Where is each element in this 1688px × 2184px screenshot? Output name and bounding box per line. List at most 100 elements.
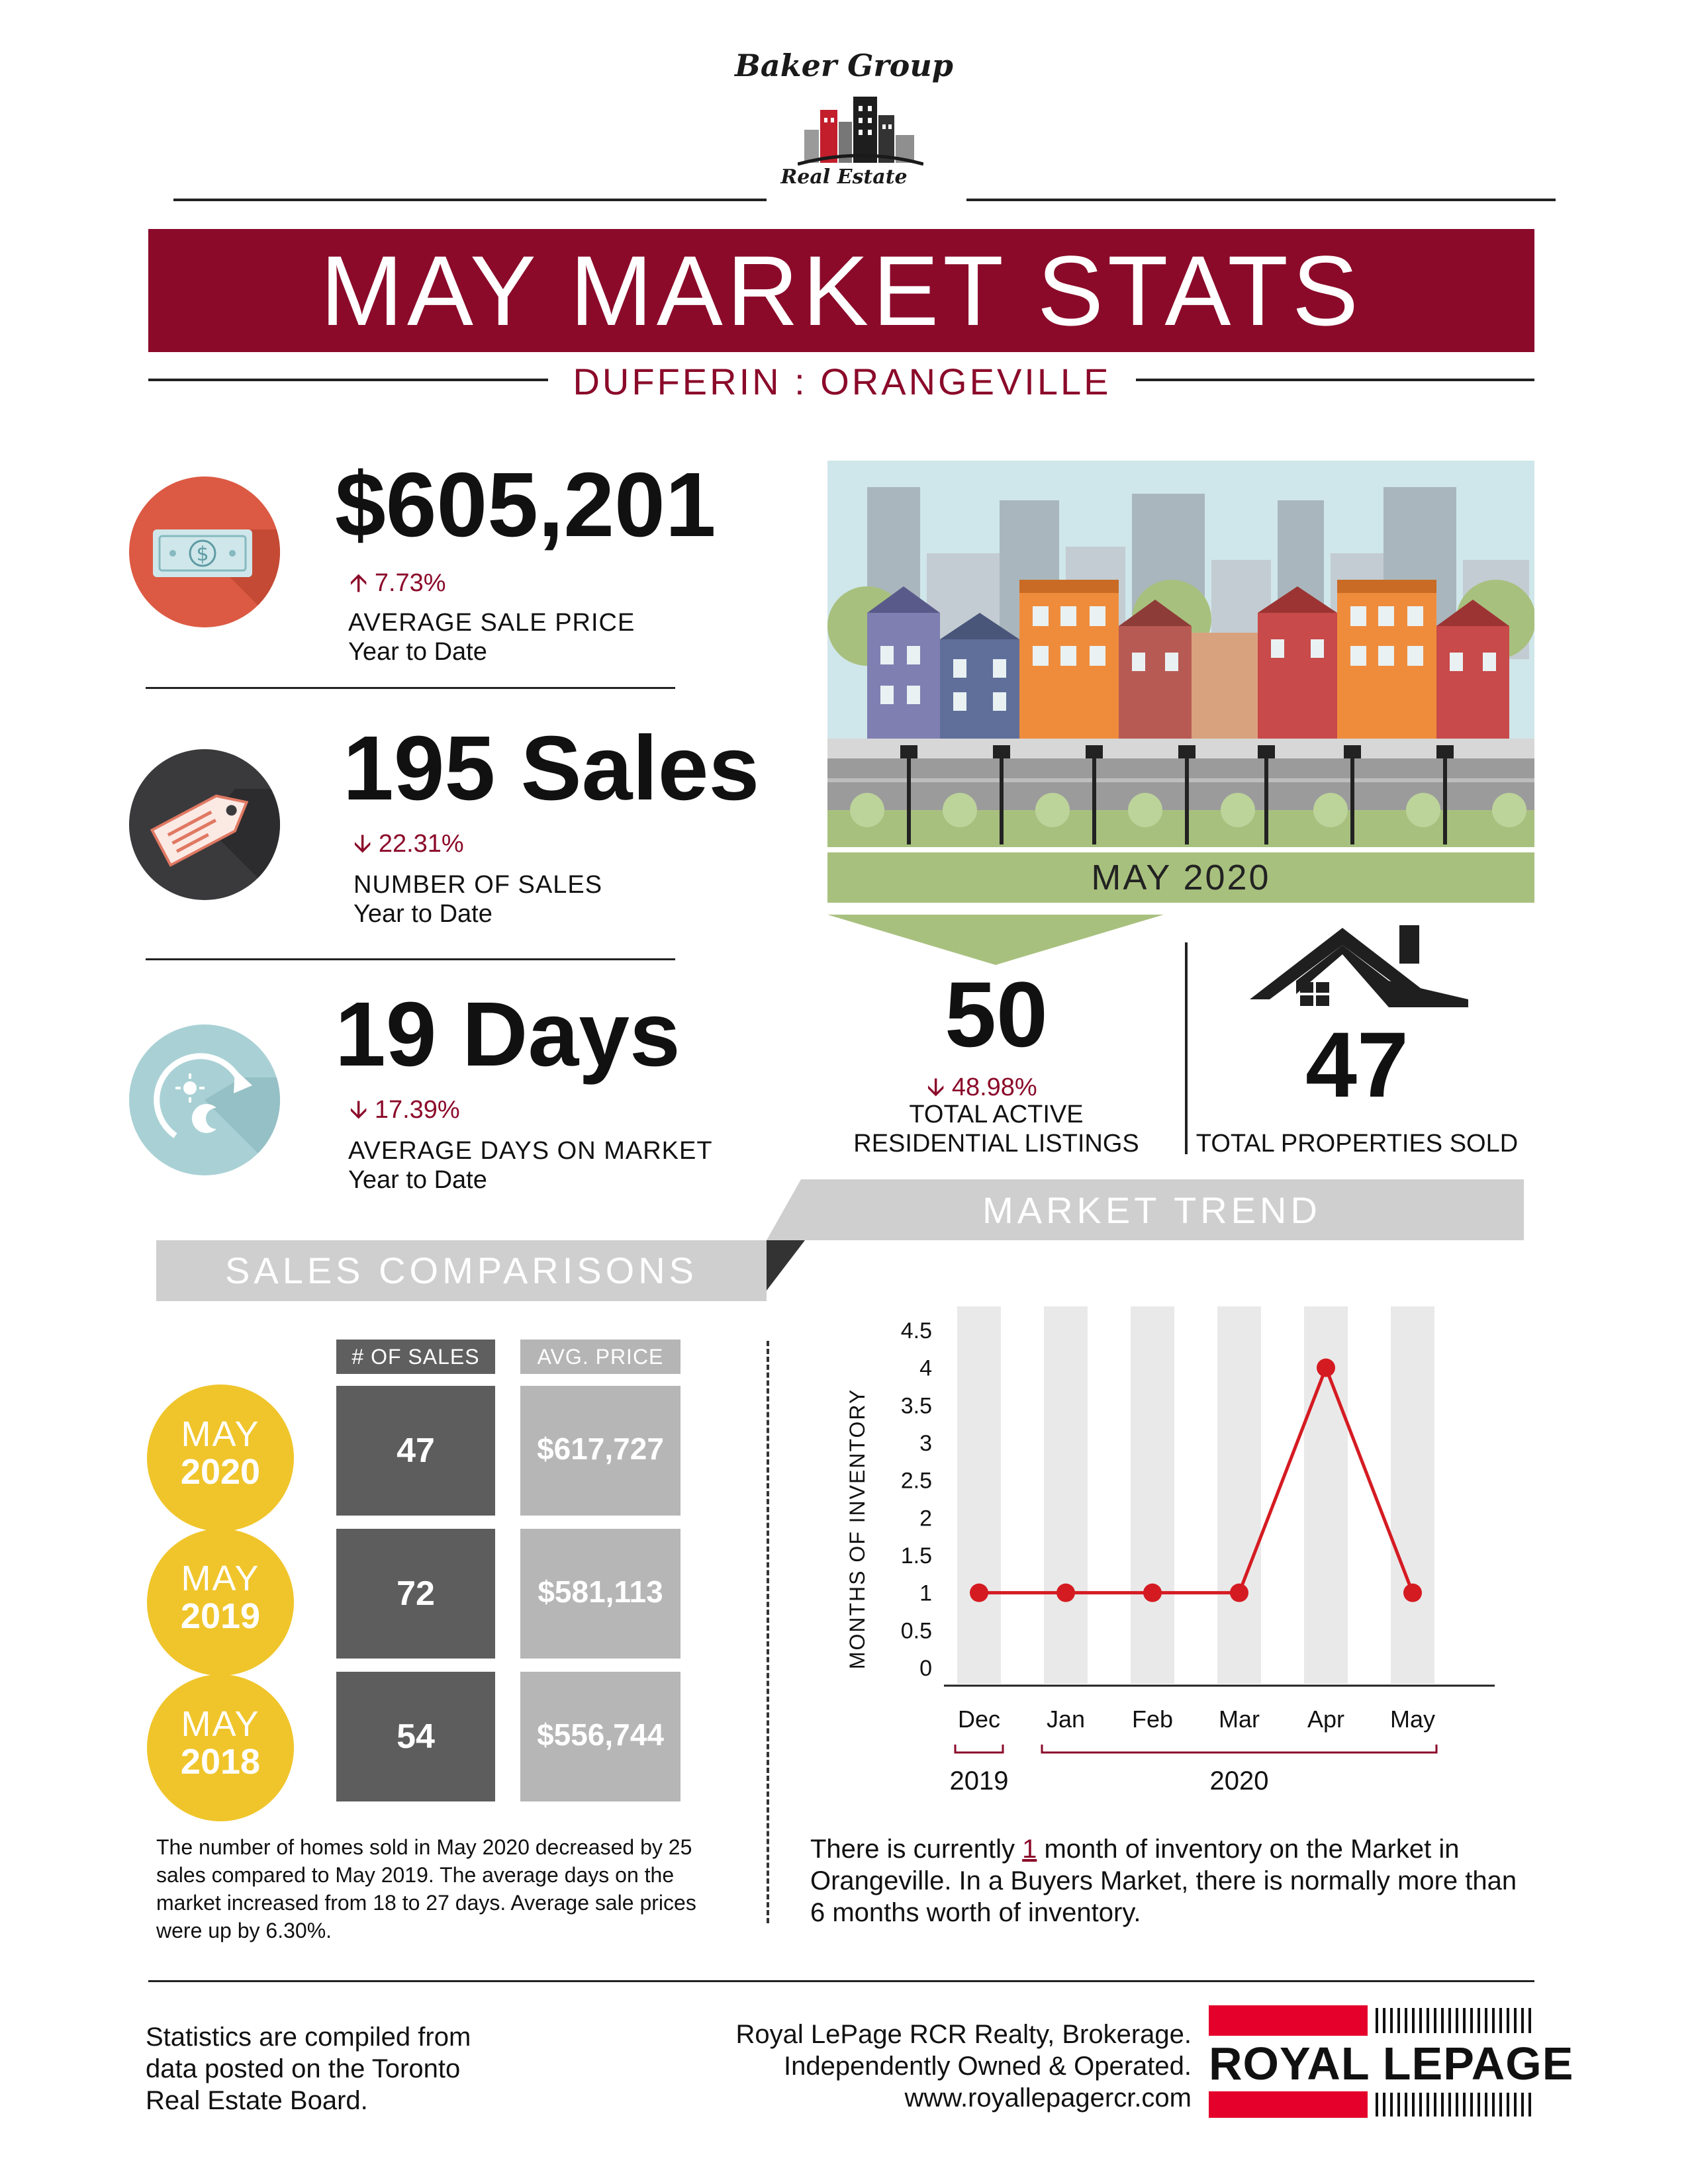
stat-divider-2 [146, 958, 675, 960]
data-point-mar [1230, 1583, 1248, 1602]
subtitle-rule-right [1136, 379, 1534, 381]
month-column-jan [1044, 1306, 1088, 1684]
section-dashed-divider [767, 1341, 769, 1923]
avg-sale-price-change: 🡩 7.73% [350, 569, 446, 597]
subtitle-rule-left [148, 379, 548, 381]
avg-price-2019: $581,113 [520, 1529, 680, 1659]
city-skyline-logo-icon [798, 97, 923, 166]
year-group-label: 2020 [1210, 1766, 1269, 1796]
y-tick-label: 3.5 [901, 1393, 932, 1418]
market-trend-chart: 00.511.522.533.544.5 Dec Jan Feb Mar Apr May … [845, 1306, 1495, 1796]
sales-count-2019: 72 [336, 1529, 495, 1659]
market-trend-title: MARKET TREND [982, 1189, 1321, 1231]
logo-barcode-top [1376, 2008, 1534, 2033]
royal-lepage-logo: ROYAL LEPAGE [1209, 2005, 1573, 2118]
year-bracket [954, 1745, 1004, 1754]
active-listings-value: 50 [945, 962, 1048, 1066]
number-of-sales-value: 195 Sales [343, 717, 760, 819]
arrow-up-icon: 🡩 [350, 569, 375, 597]
inventory-note: There is currently 1 month of inventory … [810, 1835, 1517, 1927]
brand-name: Baker Group [735, 48, 953, 83]
footer-rule [148, 1980, 1534, 1982]
col-head-price: AVG. PRICE [520, 1340, 680, 1374]
x-tick-label: Dec [958, 1706, 1000, 1733]
footer-source-note: Statistics are compiled from data posted… [146, 2023, 471, 2115]
avg-sale-price-value: $605,201 [335, 454, 716, 556]
days-on-market-change: 🡫 17.39% [350, 1096, 460, 1124]
footer-brokerage-info: Royal LePage RCR Realty, Brokerage. Inde… [662, 2019, 1192, 2114]
kpi-divider [1185, 942, 1188, 1154]
house-icon [1250, 925, 1468, 1007]
properties-sold-value: 47 [1305, 1013, 1409, 1116]
avg-sale-price-sublabel: Year to Date [348, 638, 487, 666]
data-point-jan [1056, 1583, 1075, 1602]
x-tick-label: Jan [1047, 1706, 1085, 1733]
green-chevron [827, 915, 1164, 965]
y-tick-label: 1 [919, 1581, 932, 1606]
page-subtitle: DUFFERIN : ORANGEVILLE [573, 361, 1111, 402]
year-badge-2018: MAY 2018 [147, 1674, 294, 1821]
y-tick-label: 4 [919, 1356, 932, 1381]
header-rule-left [173, 199, 767, 201]
logo-wordmark: ROYAL LEPAGE [1209, 2038, 1574, 2089]
year-group-label: 2019 [950, 1766, 1009, 1796]
stat-divider-1 [146, 687, 675, 689]
sales-comparison-note: The number of homes sold in May 2020 dec… [156, 1835, 696, 1942]
number-of-sales-change: 🡫 22.31% [353, 830, 464, 858]
money-bill-icon: $ [129, 477, 280, 627]
y-axis-label: MONTHS OF INVENTORY [845, 1388, 869, 1669]
avg-sale-price-label: AVERAGE SALE PRICE [348, 609, 635, 637]
arrow-down-icon: 🡫 [927, 1073, 952, 1101]
year-badge-2020: MAY 2020 [147, 1385, 294, 1531]
x-tick-label: Feb [1132, 1706, 1173, 1733]
month-band: MAY 2020 [827, 852, 1534, 903]
y-tick-label: 3 [919, 1431, 932, 1456]
data-point-apr [1317, 1358, 1335, 1377]
y-tick-label: 2 [919, 1506, 932, 1531]
brand-tagline: Real Estate [780, 165, 908, 189]
month-column-dec [957, 1306, 1001, 1684]
avg-price-2020: $617,727 [520, 1386, 680, 1516]
number-of-sales-sublabel: Year to Date [353, 900, 492, 928]
arrow-down-icon: 🡫 [350, 1096, 375, 1124]
col-head-sales: # OF SALES [336, 1340, 495, 1374]
number-of-sales-label: NUMBER OF SALES [353, 871, 603, 899]
logo-barcode-bottom [1376, 2093, 1534, 2116]
sales-count-2020: 47 [336, 1386, 495, 1516]
active-listings-change: 🡫 48.98% [927, 1073, 1037, 1101]
y-tick-label: 1.5 [901, 1543, 932, 1569]
month-column-feb [1131, 1306, 1174, 1684]
x-tick-label: Mar [1219, 1706, 1260, 1733]
market-trend-band [767, 1179, 1524, 1291]
y-tick-label: 0 [919, 1656, 932, 1681]
month-column-may [1391, 1306, 1434, 1684]
page-title: MAY MARKET STATS [148, 229, 1534, 352]
logo-red-bar-bottom [1209, 2091, 1368, 2118]
days-on-market-label: AVERAGE DAYS ON MARKET [348, 1137, 713, 1165]
x-tick-label: Apr [1307, 1706, 1344, 1733]
inventory-note-value: 1 [1022, 1835, 1037, 1864]
y-tick-label: 4.5 [901, 1318, 932, 1343]
data-point-dec [970, 1583, 988, 1602]
brokerage-website-link[interactable]: www.royallepagercr.com [904, 2083, 1192, 2113]
header-rule-right [966, 199, 1556, 201]
data-point-feb [1143, 1583, 1162, 1602]
price-tag-icon [129, 749, 280, 900]
days-on-market-sublabel: Year to Date [348, 1166, 487, 1194]
month-column-mar [1217, 1306, 1261, 1684]
days-on-market-value: 19 Days [335, 983, 680, 1085]
year-badge-2019: MAY 2019 [147, 1529, 294, 1676]
y-tick-label: 2.5 [901, 1469, 932, 1494]
arrow-down-icon: 🡫 [353, 830, 379, 858]
avg-price-2018: $556,744 [520, 1672, 680, 1801]
year-bracket [1041, 1745, 1438, 1754]
street-illustration [827, 461, 1534, 847]
inventory-series-line [979, 1363, 1415, 1595]
x-tick-label: May [1390, 1706, 1435, 1733]
active-listings-label-line1: TOTAL ACTIVE [909, 1101, 1084, 1128]
properties-sold-label: TOTAL PROPERTIES SOLD [1196, 1130, 1519, 1158]
day-night-cycle-icon [129, 1024, 280, 1175]
sales-comparisons-title: SALES COMPARISONS [156, 1240, 767, 1301]
data-point-may [1403, 1583, 1422, 1602]
active-listings-label-line2: RESIDENTIAL LISTINGS [853, 1130, 1139, 1158]
